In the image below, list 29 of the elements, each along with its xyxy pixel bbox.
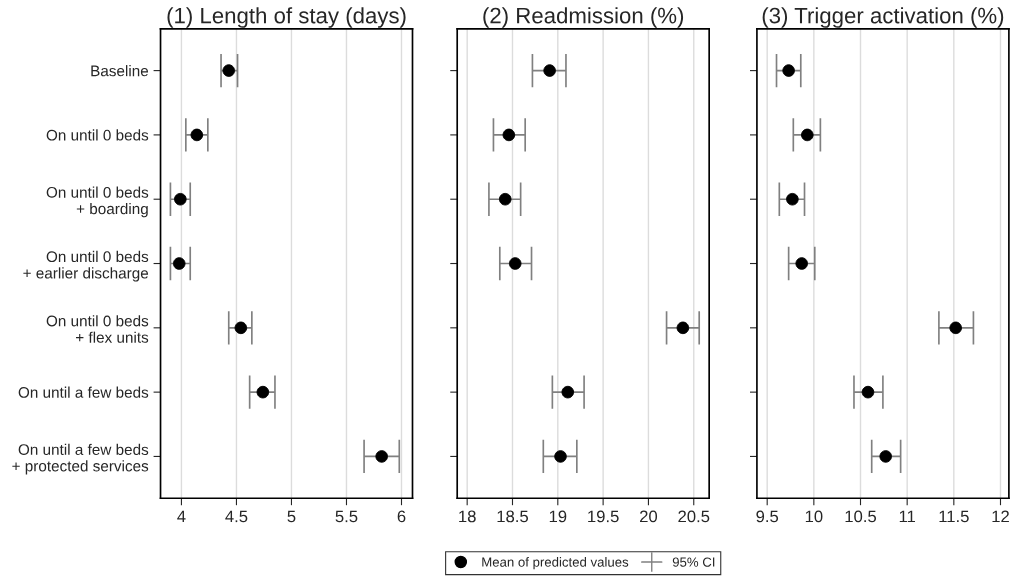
y-tick-label: On until 0 beds [46,129,149,141]
x-tick-label: 11 [899,510,916,523]
x-tick-label: 12 [992,510,1009,523]
y-tick-label: On until 0 beds + earlier discharge [23,250,149,282]
x-tick-label: 19 [549,510,567,523]
x-tick-label: 20.5 [678,510,710,523]
x-tick-label: 9.5 [756,510,779,523]
x-tick-label: 19.5 [588,510,619,523]
x-tick-label: 11.5 [939,510,969,523]
x-tick-label: 10 [805,510,823,523]
x-tick-label: 20 [640,510,658,523]
legend-label: Mean of predicted values [482,557,629,570]
x-tick-label: 6 [397,510,406,523]
x-tick-label: 10.5 [845,510,877,523]
text: 95% CI [672,557,715,567]
x-tick-label: 4.5 [225,510,248,523]
x-tick-label: 4 [177,510,186,523]
y-tick-label: Baseline [91,65,149,77]
y-tick-label: On until a few beds + protected services [12,443,149,475]
y-tick-label: On until 0 beds + flex units [46,315,149,343]
x-tick-label: 5 [287,510,296,523]
x-tick-label: 18 [459,510,476,523]
y-tick-label: On until a few beds [18,386,149,398]
chart-title: (2) Readmission (%) [483,7,684,28]
y-tick-label: On until 0 beds + boarding [46,186,149,218]
x-tick-label: 5.5 [335,510,358,523]
chart-title: (1) Length of stay (days) [167,7,406,28]
chart-title: (3) Trigger activation (%) [762,7,1004,28]
x-tick-label: 18.5 [497,510,529,523]
